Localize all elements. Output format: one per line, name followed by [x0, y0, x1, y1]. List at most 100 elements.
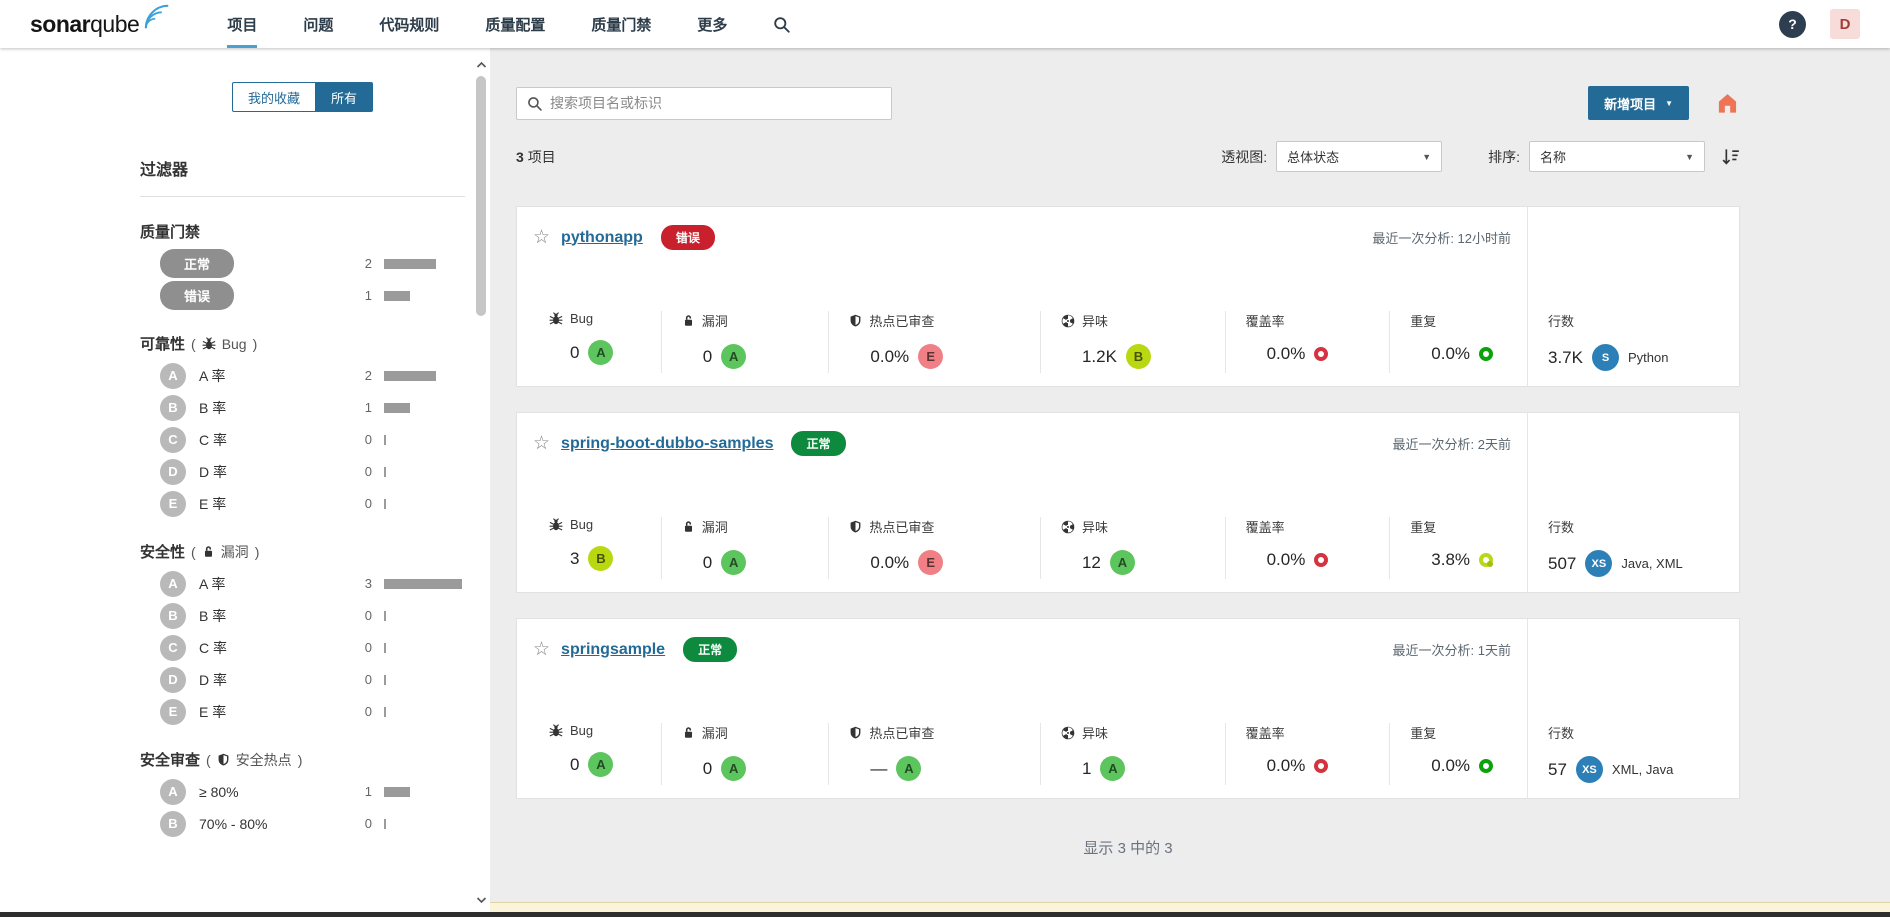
- hotspot-value: 0.0%: [870, 346, 910, 366]
- facet-row[interactable]: C C 率 0: [160, 634, 465, 661]
- bug-rating: B: [588, 546, 614, 571]
- nav-item[interactable]: 问题: [303, 16, 334, 34]
- facet-label: A 率: [199, 575, 226, 592]
- facet-rows: A A 率 3 B B 率 0 C C 率 0 D D 率 0 E E 率: [140, 570, 465, 725]
- nav-item[interactable]: 代码规则: [379, 16, 440, 34]
- lock-icon: [682, 314, 695, 327]
- project-title-link[interactable]: pythonapp: [561, 228, 643, 246]
- my-favorites-toggle[interactable]: 我的收藏: [231, 82, 315, 112]
- home-icon[interactable]: [1715, 91, 1740, 116]
- section-context-icon: [202, 336, 216, 351]
- sonarqube-logo[interactable]: sonarqube: [30, 0, 169, 48]
- size-rating-badge: XS: [1585, 550, 1613, 577]
- hotspot-rating: E: [918, 344, 944, 369]
- facet-pill[interactable]: 正常: [160, 249, 235, 278]
- facet-bar: [384, 786, 410, 797]
- favorite-star-icon[interactable]: ☆: [533, 227, 551, 248]
- facet-bar: [384, 610, 386, 621]
- facet-row[interactable]: D D 率 0: [160, 666, 465, 693]
- facet-row[interactable]: C C 率 0: [160, 426, 465, 453]
- facet-section-title: 安全审查 ( 安全热点 ): [140, 751, 303, 770]
- facet-pill[interactable]: 错误: [160, 281, 235, 310]
- facet-bar: [384, 674, 386, 685]
- paren-close: ): [254, 543, 260, 560]
- rating-circle: D: [160, 458, 186, 485]
- filters-sidebar: 我的收藏 所有 过滤器 质量门禁 正常 2 错误 1 可靠性 (: [0, 48, 490, 917]
- add-project-button[interactable]: 新增项目 ▼: [1588, 86, 1689, 120]
- nav-item[interactable]: 质量配置: [485, 16, 546, 34]
- scroll-down-icon[interactable]: [476, 891, 487, 909]
- rating-circle: B: [160, 602, 186, 629]
- facet-section: 质量门禁 正常 2 错误 1: [140, 221, 465, 310]
- sort-select[interactable]: 名称 ▼: [1529, 141, 1705, 172]
- bug-value: 3: [570, 548, 580, 568]
- coverage-ring-icon: [1314, 553, 1329, 567]
- user-avatar[interactable]: D: [1830, 9, 1860, 39]
- favorite-star-icon[interactable]: ☆: [533, 639, 551, 660]
- facet-row[interactable]: 正常 2: [160, 249, 465, 278]
- facet-count: 0: [364, 464, 372, 479]
- sort-direction-icon[interactable]: [1721, 147, 1740, 166]
- facet-row[interactable]: E E 率 0: [160, 490, 465, 517]
- facet-row[interactable]: D D 率 0: [160, 458, 465, 485]
- facet-row[interactable]: B 70% - 80% 0: [160, 810, 465, 837]
- facet-count: 0: [364, 704, 372, 719]
- facet-row[interactable]: A A 率 2: [160, 362, 465, 389]
- rating-circle: A: [160, 362, 186, 389]
- facet-row[interactable]: E E 率 0: [160, 698, 465, 725]
- code-smell-icon: [1061, 520, 1075, 534]
- last-analysis-text: 最近一次分析: 1天前: [1392, 643, 1511, 658]
- facet-row[interactable]: 错误 1: [160, 281, 465, 310]
- project-search-input[interactable]: [550, 95, 881, 111]
- facet-row[interactable]: A ≥ 80% 1: [160, 778, 465, 805]
- scroll-up-icon[interactable]: [476, 56, 487, 74]
- facet-count: 0: [364, 496, 372, 511]
- scrollbar-thumb[interactable]: [476, 76, 486, 316]
- results-footer: 显示 3 中的 3: [1083, 840, 1173, 857]
- project-search-box: [516, 86, 892, 120]
- dup-ring-icon: [1479, 553, 1494, 567]
- all-projects-toggle[interactable]: 所有: [315, 82, 374, 112]
- facet-bar: [384, 642, 386, 653]
- facet-bar: [384, 290, 410, 301]
- shield-icon: [849, 520, 862, 533]
- facet-row[interactable]: B B 率 1: [160, 394, 465, 421]
- facet-label: B 率: [199, 607, 227, 624]
- coverage-ring-icon: [1314, 347, 1329, 361]
- facet-section-title: 质量门禁: [140, 224, 201, 241]
- measure-hotspots-reviewed: 热点已审查 0.0% E: [828, 311, 1040, 373]
- perspective-label: 透视图:: [1221, 148, 1268, 165]
- smell-value: 1: [1081, 758, 1092, 778]
- projects-count: 3 项目: [516, 148, 556, 165]
- divider: [140, 196, 465, 197]
- facet-bar: [384, 402, 410, 413]
- sidebar-scrollbar[interactable]: [475, 52, 488, 909]
- project-title-link[interactable]: springsample: [561, 640, 666, 658]
- project-title-link[interactable]: spring-boot-dubbo-samples: [561, 434, 774, 452]
- facet-label: B 率: [199, 399, 227, 416]
- help-icon[interactable]: ?: [1779, 10, 1806, 38]
- facet-section-title: 可靠性 ( Bug ): [140, 335, 258, 354]
- nav-search-icon[interactable]: [773, 0, 791, 48]
- vuln-rating: A: [721, 550, 747, 575]
- facet-count: 2: [364, 368, 372, 383]
- bug-value: 0: [570, 754, 580, 774]
- facet-sections: 质量门禁 正常 2 错误 1 可靠性 (: [140, 221, 465, 837]
- favorite-star-icon[interactable]: ☆: [533, 433, 551, 454]
- quality-gate-badge: 正常: [683, 637, 738, 662]
- facet-row[interactable]: A A 率 3: [160, 570, 465, 597]
- facet-label: C 率: [199, 431, 227, 448]
- nav-item[interactable]: 质量门禁: [591, 16, 652, 34]
- facet-row[interactable]: B B 率 0: [160, 602, 465, 629]
- nav-item[interactable]: 更多: [697, 16, 728, 34]
- languages-text: Python: [1627, 350, 1669, 365]
- search-icon: [528, 96, 542, 111]
- perspective-select[interactable]: 总体状态 ▼: [1276, 141, 1443, 172]
- nav-item[interactable]: 项目: [227, 0, 258, 48]
- facet-count: 1: [364, 288, 372, 303]
- measure-coverage: 覆盖率 0.0%: [1224, 723, 1390, 785]
- logo-swoosh-icon: [143, 2, 173, 35]
- quality-gate-badge: 正常: [791, 431, 846, 456]
